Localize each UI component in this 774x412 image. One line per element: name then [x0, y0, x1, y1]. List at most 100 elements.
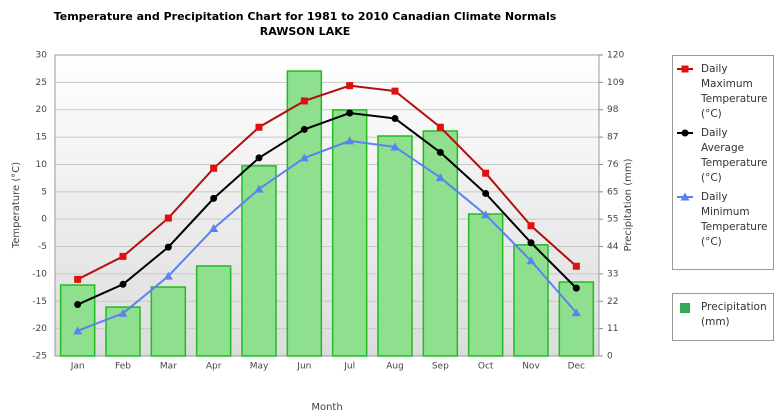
- legend-swatch: [680, 303, 690, 313]
- y-tick-label: -25: [32, 352, 47, 362]
- legend-item[interactable]: Precipitation (mm): [677, 300, 769, 330]
- marker: [345, 136, 355, 145]
- marker: [435, 173, 445, 182]
- marker: [681, 129, 689, 137]
- y2-tick-label: 22: [607, 297, 618, 307]
- bar: [150, 286, 187, 357]
- x-tick-label: Mar: [160, 362, 177, 372]
- legend-label: Daily Average Temperature (°C): [701, 127, 768, 184]
- x-tick-label: Nov: [522, 362, 540, 372]
- y-tick-label: 10: [36, 160, 48, 170]
- x-tick-label: Dec: [568, 362, 585, 372]
- marker: [572, 262, 580, 270]
- y2-tick-label: 65: [607, 187, 618, 197]
- line: [77, 139, 578, 332]
- bar: [59, 284, 96, 357]
- x-tick-label: Jul: [343, 362, 355, 372]
- marker: [572, 284, 580, 292]
- legend-icon: [677, 192, 693, 201]
- y-tick-label: 30: [36, 51, 48, 61]
- marker: [119, 280, 127, 288]
- y-tick-label: -10: [32, 269, 47, 279]
- marker: [526, 256, 536, 265]
- legend-label: Daily Minimum Temperature (°C): [701, 191, 768, 248]
- marker: [390, 142, 400, 151]
- bar: [558, 281, 595, 357]
- marker: [254, 184, 264, 193]
- legend-item[interactable]: Daily Minimum Temperature (°C): [677, 190, 769, 250]
- y2-tick-label: 109: [607, 78, 624, 88]
- x-tick-label: Jan: [70, 362, 85, 372]
- marker: [163, 271, 173, 280]
- y2-axis-label: Precipitation (mm): [623, 158, 634, 251]
- legend-label: Precipitation (mm): [701, 301, 767, 328]
- bar: [286, 70, 323, 357]
- y2-tick-label: 87: [607, 133, 618, 143]
- legend-icon: [680, 303, 690, 313]
- legend-icon: [677, 129, 693, 137]
- x-tick-label: Oct: [478, 362, 494, 372]
- y2-tick-label: 0: [607, 352, 613, 362]
- x-tick-label: Sep: [432, 362, 449, 372]
- y2-tick-label: 33: [607, 269, 618, 279]
- marker: [210, 164, 218, 172]
- bar: [241, 165, 277, 357]
- marker: [436, 148, 444, 156]
- marker: [164, 214, 172, 222]
- legend-item[interactable]: Daily Average Temperature (°C): [677, 126, 769, 186]
- line: [77, 84, 577, 281]
- marker: [255, 123, 263, 131]
- marker: [346, 109, 354, 117]
- x-tick-label: Feb: [115, 362, 131, 372]
- marker: [681, 65, 689, 73]
- marker: [391, 114, 399, 122]
- legend-label: Daily Maximum Temperature (°C): [701, 63, 768, 120]
- marker: [119, 252, 127, 260]
- y2-tick-label: 55: [607, 215, 618, 225]
- marker: [436, 123, 444, 131]
- marker: [391, 87, 399, 95]
- plot-border: [54, 54, 600, 357]
- y-tick-label: -15: [32, 297, 47, 307]
- marker: [118, 308, 128, 317]
- bar: [422, 130, 459, 357]
- marker: [210, 194, 218, 202]
- bar: [467, 213, 504, 357]
- marker: [482, 169, 490, 177]
- legend-item[interactable]: Daily Maximum Temperature (°C): [677, 62, 769, 122]
- legend: Daily Maximum Temperature (°C) Daily Aver…: [672, 55, 774, 270]
- marker: [299, 153, 309, 162]
- x-axis-label: Month: [311, 402, 342, 412]
- y2-tick-label: 98: [607, 105, 619, 115]
- legend-icon: [677, 65, 693, 73]
- y2-tick-label: 76: [607, 160, 619, 170]
- chart-title: Temperature and Precipitation Chart for …: [54, 10, 557, 23]
- y2-tick-label: 44: [607, 242, 619, 252]
- marker: [73, 326, 83, 335]
- y-axis-label: Temperature (°C): [11, 162, 22, 249]
- legend: Precipitation (mm): [672, 293, 774, 341]
- bar: [377, 135, 413, 357]
- x-tick-label: Apr: [206, 362, 222, 372]
- plot-background: [55, 55, 599, 356]
- x-tick-label: Jun: [296, 362, 311, 372]
- marker: [482, 189, 490, 197]
- x-tick-label: May: [250, 362, 269, 372]
- bar: [195, 265, 232, 357]
- y-tick-label: 5: [41, 187, 47, 197]
- marker: [527, 222, 535, 230]
- marker: [164, 243, 172, 251]
- marker: [680, 192, 690, 201]
- marker: [346, 82, 354, 90]
- marker: [255, 154, 263, 162]
- marker: [571, 308, 581, 317]
- line: [77, 111, 578, 306]
- marker: [300, 125, 308, 133]
- y-tick-label: 0: [41, 215, 47, 225]
- marker: [74, 275, 82, 283]
- chart-subtitle: RAWSON LAKE: [260, 25, 351, 38]
- y2-tick-label: 120: [607, 51, 624, 61]
- marker: [209, 223, 219, 232]
